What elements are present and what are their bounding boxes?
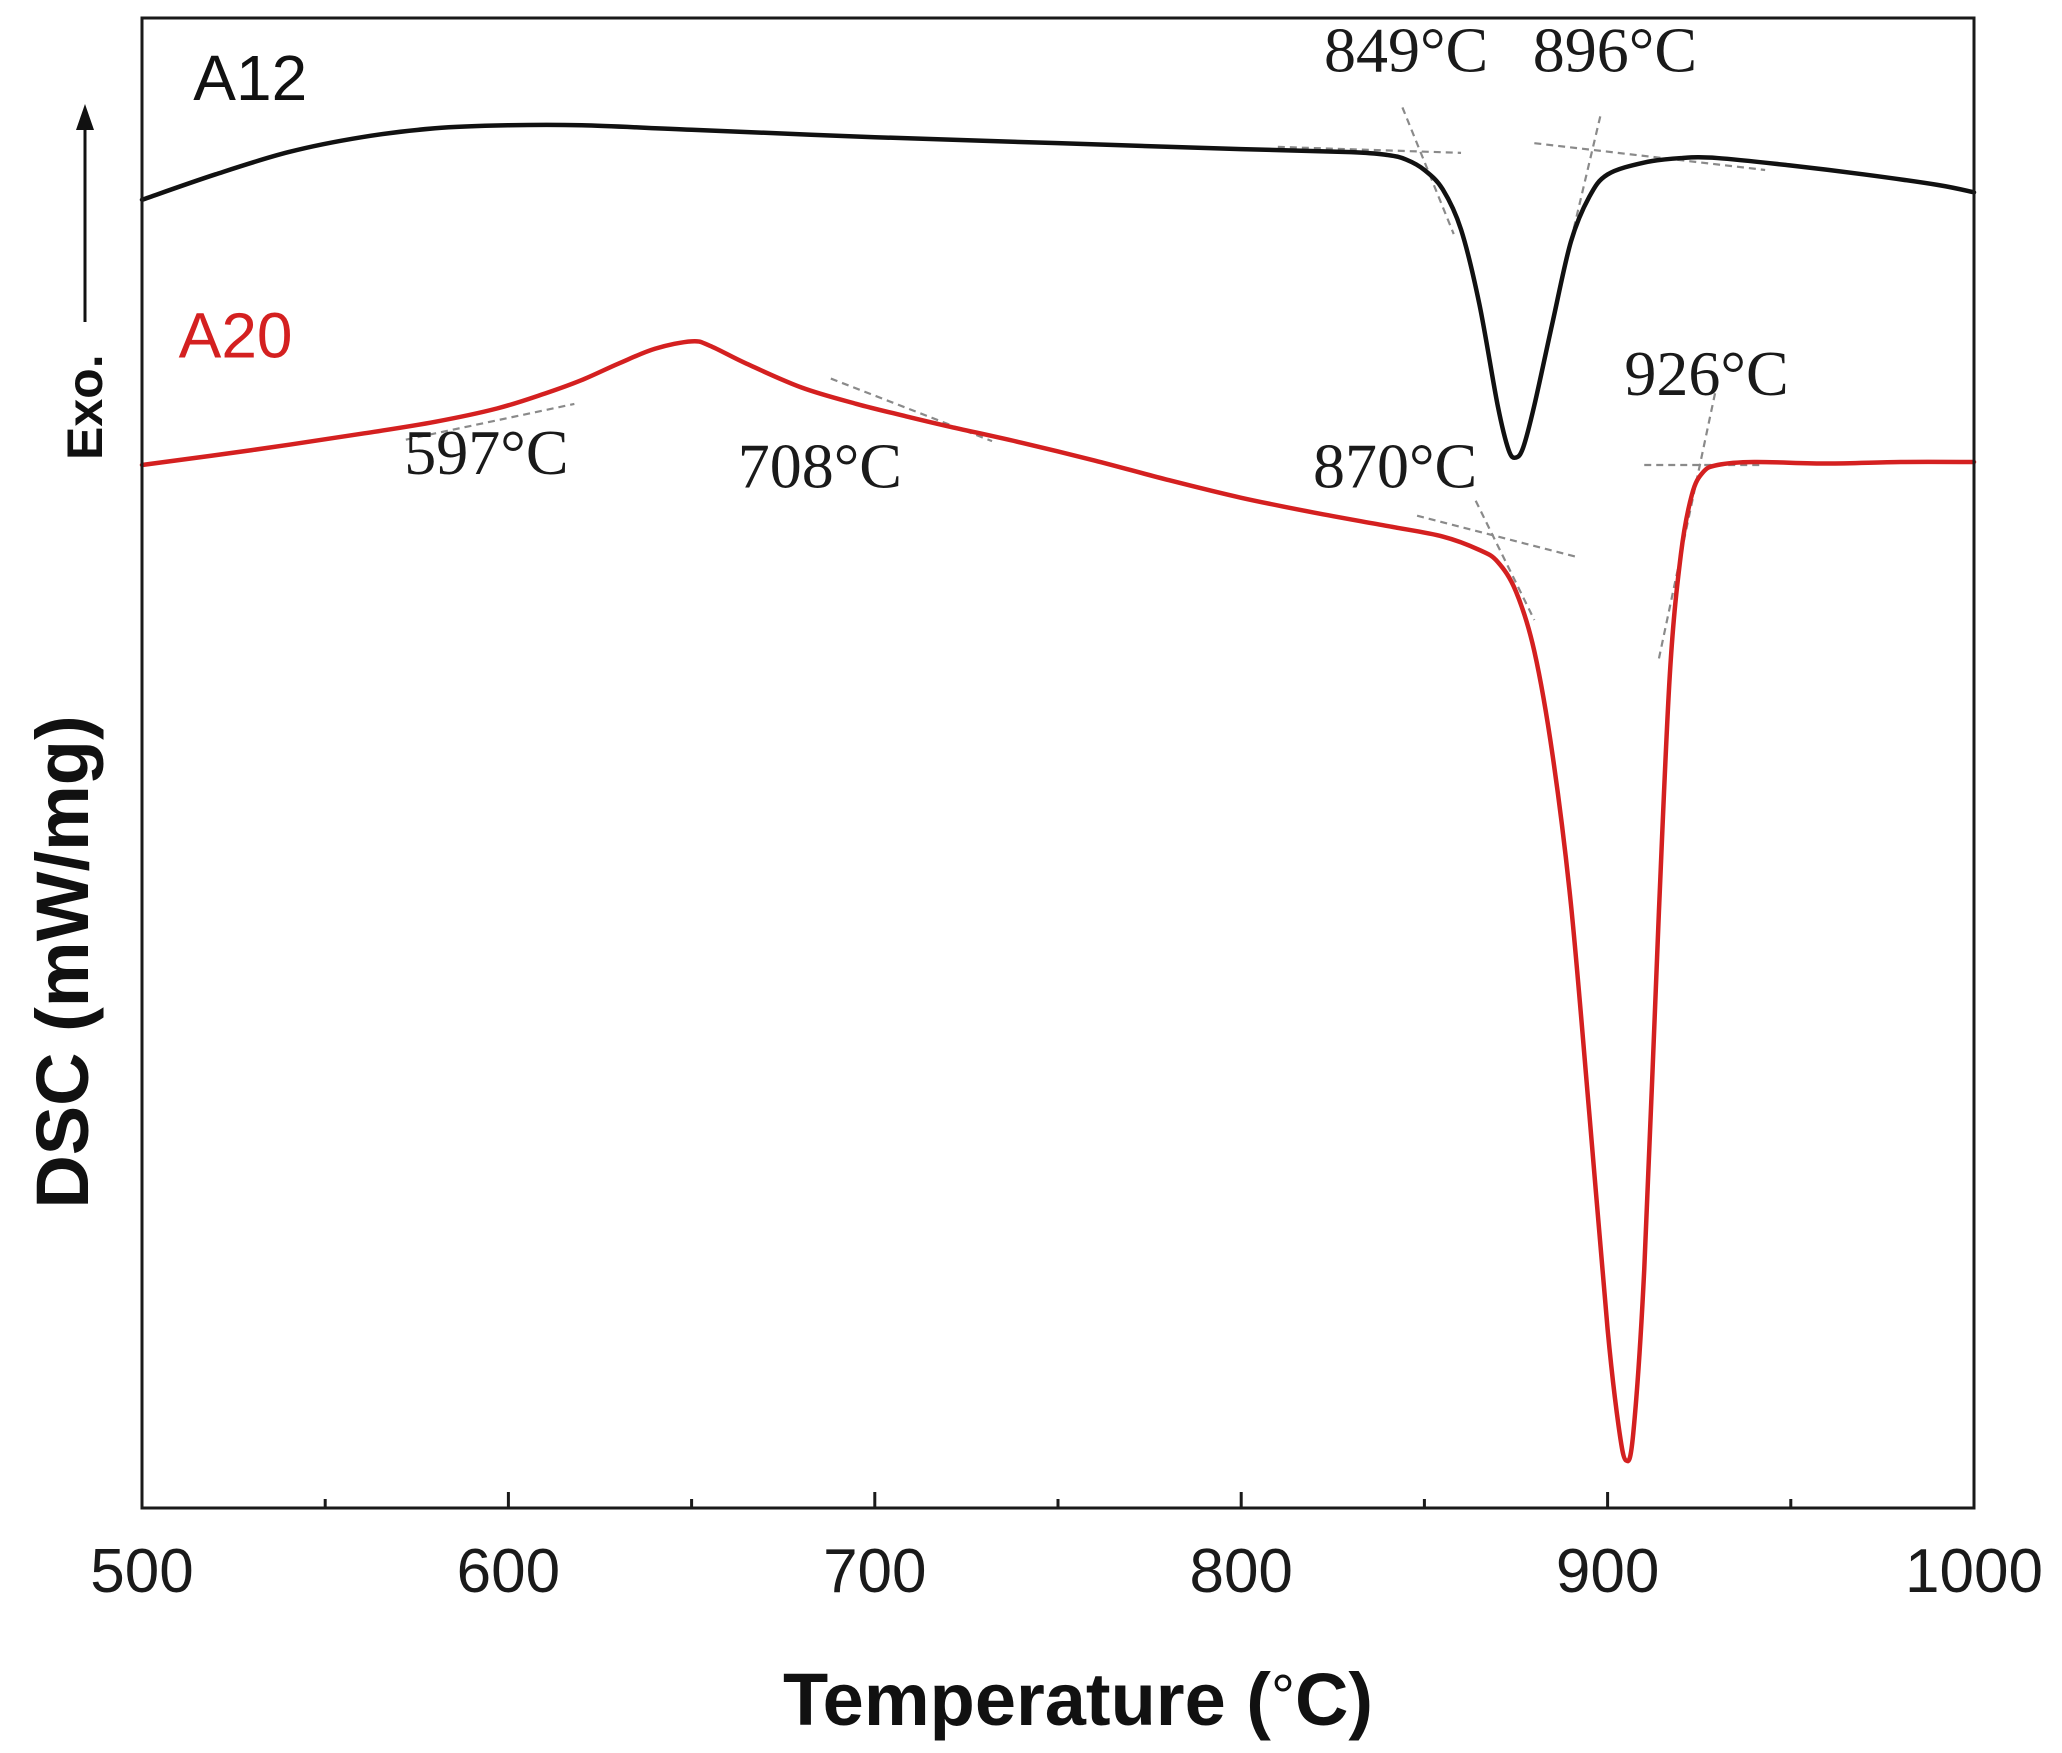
series-line-a20: [139, 338, 1977, 1464]
annotation-layer: 849°C 896°C 597°C 708°C 870°C 926°C A12 A20: [179, 15, 1789, 502]
series-line-a12: [139, 122, 1977, 461]
x-tick-label-500: 500: [90, 1537, 193, 1606]
x-axis-title-part-2: C): [1295, 1658, 1373, 1741]
exo-indicator: Exo.: [57, 104, 113, 460]
plot-frame: [140, 16, 1976, 1510]
x-tick-label-600: 600: [457, 1537, 560, 1606]
tangent-line-a12-1: [1277, 145, 1462, 154]
annotation-a20-870: 870°C: [1313, 430, 1477, 501]
tangent-line-a20-5: [405, 402, 575, 441]
tangent-line-a12-3: [1534, 142, 1766, 172]
x-tick-label-800: 800: [1189, 1537, 1292, 1606]
annotation-a20-597: 597°C: [404, 417, 568, 488]
x-axis: 500 600 700 800 900 1000: [90, 1492, 2043, 1606]
annotation-a20-926: 926°C: [1624, 338, 1788, 409]
tangent-lines: [405, 106, 1766, 659]
annotation-a12-896: 896°C: [1533, 15, 1697, 86]
exo-arrow-head-icon: [76, 104, 94, 130]
series-label-a12: A12: [193, 42, 307, 114]
y-axis-title: DSC (mW/mg): [21, 715, 104, 1208]
x-tick-label-1000: 1000: [1905, 1537, 2043, 1606]
x-axis-title-degree: °: [1271, 1663, 1295, 1730]
x-axis-title: Temperature (°C): [783, 1658, 1373, 1741]
series-label-a20: A20: [179, 300, 293, 372]
x-axis-title-part-1: Temperature (: [783, 1658, 1271, 1741]
exo-label: Exo.: [57, 354, 113, 460]
tangent-line-a20-8: [1474, 500, 1536, 621]
tangent-line-a20-7: [1416, 514, 1579, 559]
series-layer: [139, 122, 1977, 1464]
x-tick-label-900: 900: [1556, 1537, 1659, 1606]
x-tick-label-700: 700: [823, 1537, 926, 1606]
tangent-line-a12-2: [1401, 106, 1455, 235]
annotation-a20-708: 708°C: [738, 430, 902, 501]
annotation-a12-849: 849°C: [1324, 15, 1488, 86]
